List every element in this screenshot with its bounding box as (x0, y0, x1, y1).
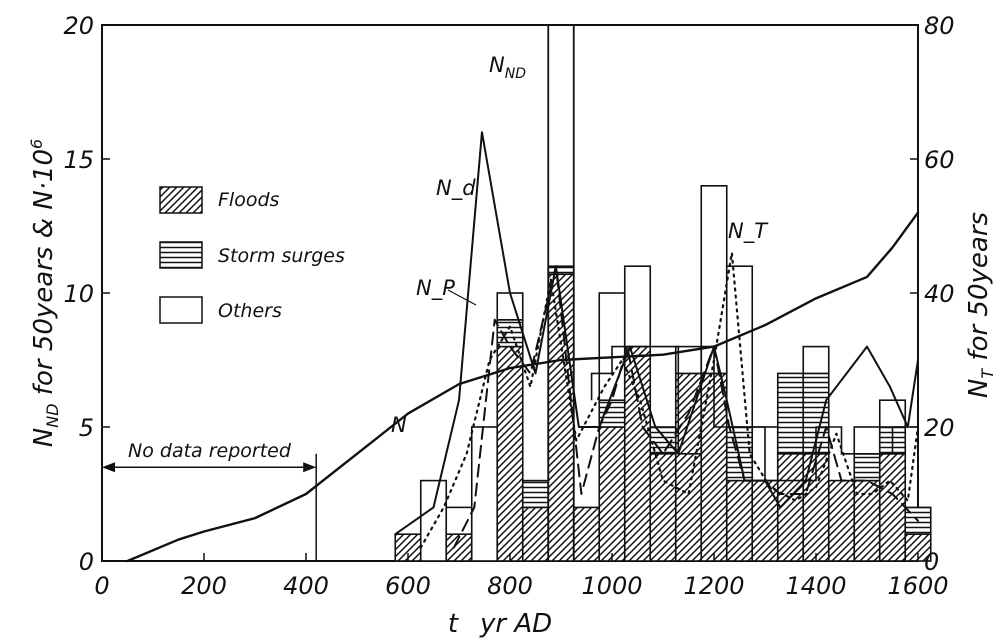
legend: Floods Storm surges Others (159, 186, 345, 324)
bar-others-1175 (700, 185, 728, 375)
x-tick-label-200: 200 (181, 572, 227, 600)
label-nnd: NND (489, 53, 526, 82)
label-nt-base: N_T (728, 219, 769, 244)
legend-swatch-floods (159, 186, 203, 214)
bar-storm-surges-1325 (776, 372, 805, 455)
bar-others-1375 (802, 345, 830, 375)
no-data-arrow-head-left (102, 462, 115, 473)
bar-floods-1525 (878, 452, 907, 562)
legend-label-others: Others (218, 300, 282, 322)
label-nd: N_d (436, 176, 476, 201)
bar-storm-surges-775 (496, 318, 524, 348)
bar-floods-1125 (674, 372, 703, 562)
bar-floods-775 (496, 345, 524, 562)
y-right-axis-title: NT for 50years (964, 212, 997, 398)
annotation-layer: No data reported (102, 440, 317, 561)
x-axis-title: t yr AD (448, 609, 552, 639)
bar-floods-825 (521, 506, 550, 562)
y-left-title-n: N (29, 428, 59, 447)
bar-others-775 (496, 292, 524, 321)
x-tick-label-1400: 1400 (785, 572, 846, 600)
legend-label-storm-surges: Storm surges (218, 245, 345, 267)
x-tick-label-1600: 1600 (887, 572, 948, 600)
outline-layer (590, 345, 918, 482)
y-right-title-t: T (978, 368, 997, 379)
y-right-title-n: N (964, 379, 994, 398)
label-nd-base: N_d (436, 176, 476, 201)
bar-others-1025 (623, 265, 652, 348)
x-tick-label-800: 800 (487, 572, 533, 600)
bar-floods-975 (598, 426, 626, 562)
y-right-tick-label-0: 0 (924, 548, 939, 576)
bar-floods-1325 (776, 452, 805, 562)
x-axis-title-rest: yr AD (479, 609, 552, 639)
bar-others-725 (470, 426, 499, 562)
legend-swatch-others (159, 296, 203, 324)
label-np: N_P (416, 276, 455, 301)
x-tick-label-1000: 1000 (581, 572, 642, 600)
y-left-title-nd: ND (43, 403, 62, 427)
label-np-base: N_P (416, 276, 455, 301)
y-right-tick-label-60: 60 (924, 146, 955, 174)
bar-storm-surges-975 (598, 399, 626, 428)
bar-floods-875 (547, 273, 575, 562)
legend-label-floods: Floods (218, 189, 280, 211)
x-tick-label-600: 600 (385, 572, 431, 600)
y-left-axis-title: NND for 50years & N·106 (27, 139, 62, 447)
bar-others-625 (419, 479, 448, 562)
x-tick-label-1200: 1200 (683, 572, 744, 600)
bar-floods-925 (572, 506, 601, 562)
label-n: N (391, 413, 407, 437)
series-line-1 (126, 211, 920, 563)
y-left-tick-label-15: 15 (63, 146, 94, 174)
bar-others-1475 (853, 426, 881, 455)
bar-storm-surges-875 (547, 265, 575, 276)
x-tick-label-0: 0 (94, 572, 109, 600)
bar-storm-surges-825 (521, 479, 550, 509)
bar-floods-1075 (649, 452, 677, 562)
ticks-layer: 0 200 400 600 800 1000 1200 1400 160005101520020… (63, 12, 954, 600)
x-axis-title-t: t (448, 609, 459, 639)
y-right-tick-label-80: 80 (924, 12, 955, 40)
y-left-tick-label-20: 20 (63, 12, 94, 40)
curve-labels: N N_d N_P N_T NND (391, 53, 769, 437)
y-right-title-rest: for 50years (964, 212, 994, 369)
label-nnd-n: N (489, 53, 505, 77)
lines-layer (126, 131, 920, 563)
y-left-tick-label-0: 0 (79, 548, 94, 576)
bar-floods-1475 (853, 479, 881, 562)
series-line-4 (419, 251, 920, 549)
y-left-title-exp: 6 (27, 139, 46, 149)
label-nnd-sub: ND (505, 66, 526, 82)
series-line-2 (394, 131, 919, 536)
y-right-tick-label-20: 20 (924, 414, 955, 442)
x-tick-label-400: 400 (283, 572, 329, 600)
y-left-tick-label-10: 10 (63, 280, 94, 308)
bar-floods-1225 (725, 479, 754, 562)
y-left-tick-label-5: 5 (79, 414, 94, 442)
y-right-tick-label-40: 40 (924, 280, 955, 308)
bar-floods-1425 (827, 479, 856, 562)
bar-storm-surges-1475 (853, 452, 881, 482)
y-left-title-rest: for 50years & N·10 (29, 149, 59, 404)
label-nt: N_T (728, 219, 769, 244)
series-line-3 (452, 265, 919, 549)
bars-layer (394, 185, 932, 562)
no-data-label: No data reported (128, 440, 292, 462)
no-data-arrow-head-right (303, 462, 317, 473)
bar-floods-1025 (623, 345, 652, 562)
bar-floods-1275 (751, 479, 779, 562)
step-outline (590, 345, 918, 482)
label-np-leader (447, 289, 477, 306)
legend-swatch-storm-surges (159, 241, 203, 269)
